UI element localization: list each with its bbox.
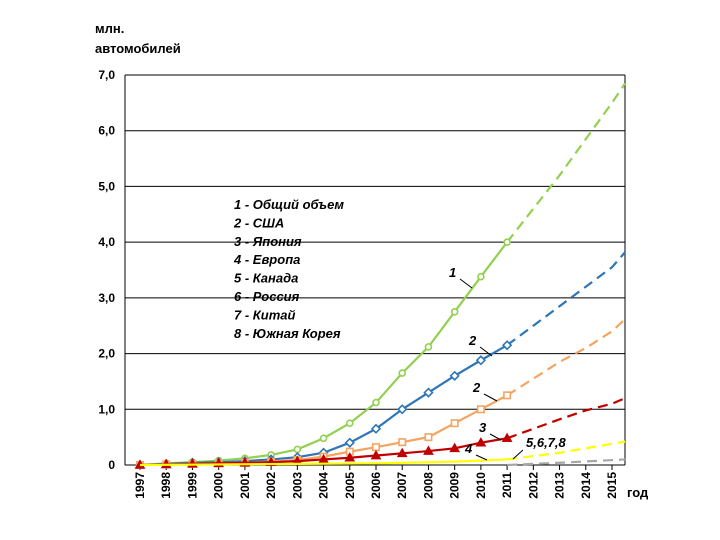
series-line-actual-4: [139, 458, 508, 467]
data-point: [450, 419, 459, 428]
x-tick-label: 1999: [185, 472, 199, 499]
y-tick-labels: 0 1,0 2,0 3,0 4,0 5,0 6,0 7,0: [98, 68, 115, 472]
x-tick-label: 2009: [448, 472, 462, 499]
legend-entry: 2 - США: [233, 215, 284, 230]
annotation-2b-leader: [483, 393, 498, 402]
y-tick-label: 5,0: [98, 179, 115, 193]
data-point: [319, 434, 328, 443]
x-tick-label: 1997: [133, 472, 147, 499]
y-tick-label: 3,0: [98, 291, 115, 305]
y-tick-label: 4,0: [98, 235, 115, 249]
data-point: [424, 343, 433, 351]
data-point: [449, 370, 460, 381]
series-line-forecast-3: [506, 397, 626, 440]
data-point: [372, 398, 380, 407]
x-tick-label: 2004: [317, 472, 331, 499]
data-point: [503, 391, 512, 400]
data-point: [477, 272, 485, 281]
x-tick-label: 2010: [474, 472, 488, 499]
x-tick-label: 2015: [605, 472, 619, 499]
data-point: [503, 238, 511, 246]
data-point: [396, 447, 408, 458]
annotation-2a: 2: [468, 333, 477, 348]
annotation-5678-leader: [512, 449, 524, 460]
x-tick-label: 1998: [159, 472, 173, 499]
x-tick-label: 2012: [526, 472, 540, 499]
y-axis-label-line2: автомобилей: [95, 41, 181, 56]
data-point: [344, 437, 355, 448]
x-tick-label: 2008: [421, 472, 435, 499]
data-point: [475, 437, 487, 447]
x-tick-label: 2013: [553, 472, 567, 499]
y-axis-label-line1: млн.: [95, 21, 124, 36]
data-point: [398, 438, 407, 447]
legend-entry: 3 - Япония: [234, 234, 302, 249]
data-point: [501, 340, 513, 351]
legend-entry: 4 - Европа: [233, 252, 300, 267]
x-tick-label: 2005: [343, 472, 357, 499]
data-point: [371, 443, 380, 452]
data-point: [370, 449, 382, 460]
x-tick-label: 2006: [369, 472, 383, 499]
annotation-1: 1: [449, 265, 456, 280]
x-tick-label: 2000: [212, 472, 226, 499]
x-tick-label: 2007: [395, 472, 409, 499]
annotation-2a-leader: [479, 346, 493, 357]
legend-entry: 8 - Южная Корея: [234, 326, 341, 341]
annotation-2b: 2: [472, 380, 481, 395]
data-point: [293, 445, 302, 454]
legend-entry: 5 - Канада: [234, 271, 298, 286]
data-point: [423, 445, 434, 455]
legend-entry: 7 - Китай: [234, 307, 296, 322]
annotation-4-leader: [475, 454, 488, 461]
x-tick-label: 2003: [290, 472, 304, 499]
legend: 1 - Общий объем 2 - США 3 - Япония 4 - Евро…: [233, 197, 344, 341]
annotation-3: 3: [479, 420, 487, 435]
legend-entry: 1 - Общий объем: [234, 197, 344, 212]
y-tick-label: 1,0: [98, 402, 115, 416]
annotation-1-leader: [459, 278, 473, 289]
data-point: [449, 442, 461, 453]
series-line-actual-1: [139, 344, 508, 467]
y-tick-label: 2,0: [98, 347, 115, 361]
series-line-forecast-0: [506, 82, 627, 243]
data-point: [344, 452, 356, 462]
data-point: [423, 387, 434, 398]
data-point: [501, 432, 513, 443]
legend-entry: 6 - Россия: [234, 289, 300, 304]
series-line-forecast-5: [507, 458, 626, 467]
x-tick-labels: 1997 1998 1999 2000 2001 2002 2003 2004 2005 2006…: [133, 472, 619, 499]
annotation-5678: 5,6,7,8: [526, 435, 567, 450]
gridlines: [124, 74, 626, 470]
y-tick-label: 7,0: [98, 68, 115, 82]
x-tick-label: 2002: [264, 472, 278, 499]
annotation-3-leader: [489, 433, 502, 441]
annotation-4: 4: [464, 441, 473, 456]
data-point: [398, 369, 407, 377]
data-point: [476, 405, 485, 414]
data-point: [370, 423, 382, 434]
data-point: [397, 404, 408, 415]
data-point: [450, 307, 459, 316]
x-axis-label: год: [627, 485, 649, 500]
series-lines: [134, 82, 627, 471]
data-point: [318, 453, 329, 464]
x-tick-label: 2014: [579, 472, 593, 499]
series-line-forecast-4: [506, 440, 626, 461]
data-point: [475, 355, 487, 366]
x-tick-label: 2001: [238, 472, 252, 499]
data-point: [424, 433, 433, 442]
y-tick-label: 6,0: [98, 124, 115, 138]
series-line-forecast-1: [506, 251, 626, 347]
data-point: [345, 419, 354, 428]
y-tick-label: 0: [108, 458, 115, 472]
annotations: 1 2 2 3 4 5,6,7,8: [449, 265, 567, 461]
series-line-forecast-2: [506, 318, 626, 397]
x-tick-label: 2011: [500, 472, 514, 498]
